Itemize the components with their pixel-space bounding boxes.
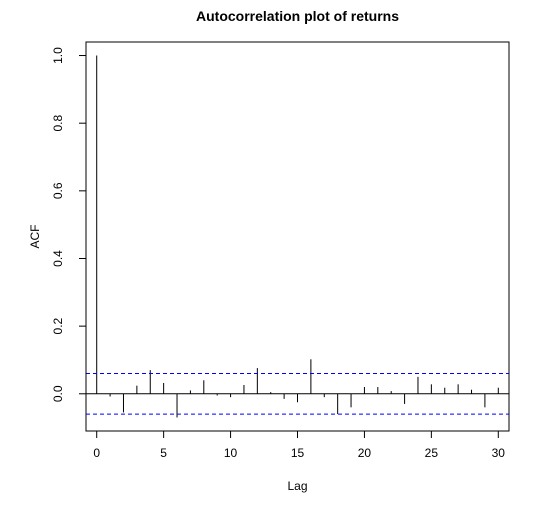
y-tick-label: 0.2 [51,317,65,334]
x-tick-label: 30 [492,446,506,460]
y-tick-label: 1.0 [51,47,65,64]
x-tick-label: 10 [224,446,238,460]
plot-frame [85,41,510,432]
confidence-bands [86,372,509,415]
chart-title: Autocorrelation plot of returns [196,8,399,24]
x-tick-label: 0 [93,446,100,460]
y-tick-label: 0.4 [51,250,65,267]
x-tick-label: 15 [291,446,305,460]
y-tick-label: 0.6 [51,182,65,199]
y-axis-label: ACF [28,225,42,249]
x-axis: 0 5 10 15 20 25 30 [93,430,506,460]
acf-bars [96,55,499,418]
x-tick-label: 5 [160,446,167,460]
y-tick-label: 0.0 [51,385,65,402]
x-tick-label: 25 [425,446,439,460]
y-tick-label: 0.8 [51,115,65,132]
x-tick-label: 20 [358,446,372,460]
x-axis-label: Lag [287,479,307,493]
y-axis: 0.0 0.2 0.4 0.6 0.8 1.0 [51,47,87,402]
